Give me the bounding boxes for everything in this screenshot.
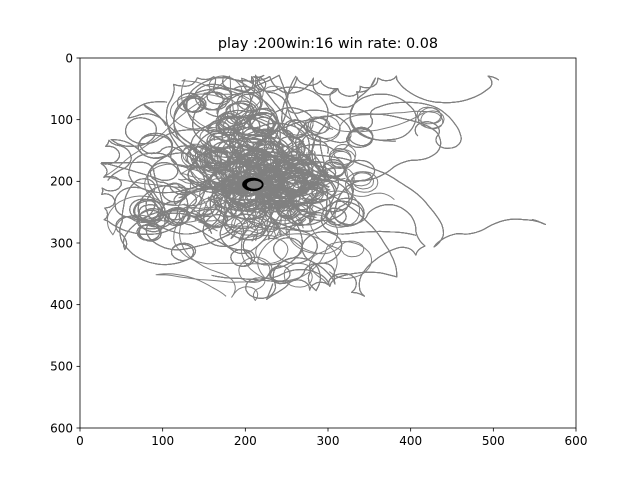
y-tick-label: 300 [50, 236, 73, 250]
y-tick-label: 100 [50, 113, 73, 127]
x-tick-label: 200 [234, 434, 257, 448]
x-tick-label: 400 [399, 434, 422, 448]
x-tick-label: 500 [482, 434, 505, 448]
x-tick-label: 300 [317, 434, 340, 448]
y-tick-label: 400 [50, 298, 73, 312]
y-tick-label: 500 [50, 360, 73, 374]
chart-title: play :200win:16 win rate: 0.08 [218, 36, 438, 52]
x-tick-label: 100 [151, 434, 174, 448]
y-tick-label: 0 [65, 51, 73, 65]
y-tick-label: 600 [50, 421, 73, 435]
x-tick-label: 0 [76, 434, 84, 448]
y-tick-label: 200 [50, 175, 73, 189]
x-tick-label: 600 [565, 434, 588, 448]
